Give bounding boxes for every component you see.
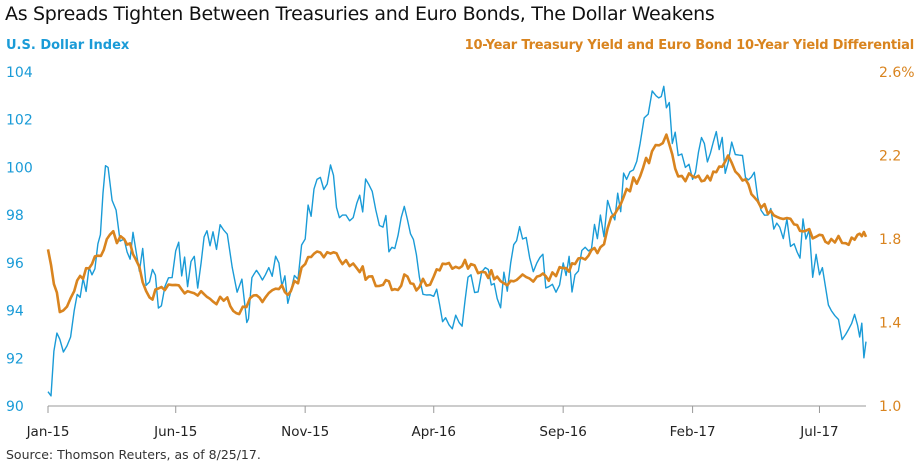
left-axis-label: U.S. Dollar Index <box>6 38 130 53</box>
x-tick-label: Apr-16 <box>411 424 456 440</box>
x-tick-label: Jan-15 <box>26 424 70 440</box>
left-tick-label: 92 <box>6 351 24 367</box>
source-note: Source: Thomson Reuters, as of 8/25/17. <box>6 447 261 462</box>
x-tick-label: Feb-17 <box>670 424 716 440</box>
right-axis-label: 10-Year Treasury Yield and Euro Bond 10-… <box>464 38 915 53</box>
right-tick-label: 2.6% <box>879 65 915 81</box>
chart-title: As Spreads Tighten Between Treasuries an… <box>5 3 715 25</box>
left-tick-label: 96 <box>6 256 24 272</box>
left-tick-label: 94 <box>6 304 24 320</box>
left-tick-label: 100 <box>6 160 33 176</box>
right-tick-label: 1.0 <box>879 399 901 415</box>
x-tick-label: Nov-15 <box>281 424 329 440</box>
yield-differential-line <box>46 133 868 316</box>
x-tick-label: Jul-17 <box>799 424 838 440</box>
left-tick-label: 104 <box>6 65 33 81</box>
right-tick-label: 1.8 <box>879 232 901 248</box>
right-tick-label: 1.4 <box>879 316 901 332</box>
x-tick-label: Jun-15 <box>153 424 197 440</box>
right-tick-label: 2.2 <box>879 149 901 165</box>
left-tick-label: 90 <box>6 399 24 415</box>
left-tick-label: 98 <box>6 208 24 224</box>
x-tick-label: Sep-16 <box>539 424 587 440</box>
left-tick-label: 102 <box>6 113 33 129</box>
dollar-index-line <box>47 85 867 397</box>
